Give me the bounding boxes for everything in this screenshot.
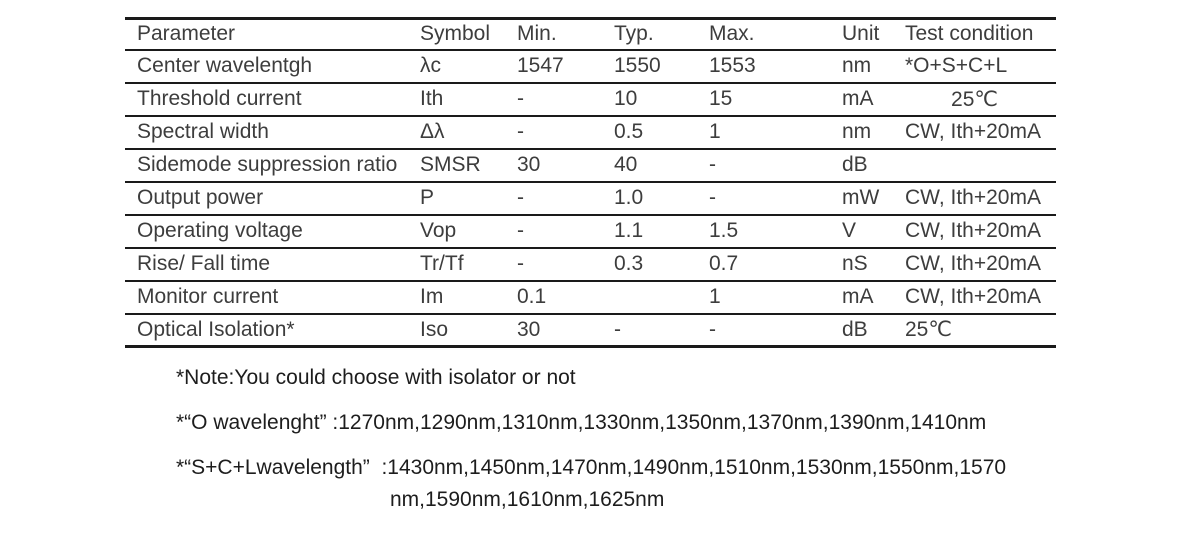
note-isolator-option: *Note:You could choose with isolator or …: [176, 366, 576, 389]
header-row: Parameter Symbol Min. Typ. Max. Unit Test cond…: [125, 18, 1056, 51]
cell-parameter: Operating voltage: [125, 214, 408, 249]
column-header-typ: Typ.: [602, 18, 697, 51]
note-o-wavelength-list: *“O wavelenght” :1270nm,1290nm,1310nm,13…: [176, 411, 987, 434]
cell-min: 1547: [505, 49, 602, 84]
cell-typ: 1.0: [602, 181, 697, 216]
cell-min: 30: [505, 148, 602, 183]
cell-typ: 10: [602, 82, 697, 117]
cell-parameter: Rise/ Fall time: [125, 247, 408, 282]
note-scl-wavelength-list-line2: nm,1590nm,1610nm,1625nm: [390, 488, 665, 511]
cell-max: -: [697, 181, 830, 216]
cell-symbol: Δλ: [408, 115, 505, 150]
cell-test_condition: CW, Ith+20mA: [893, 115, 1056, 150]
table-row: Monitor current Im 0.1 1 mA CW, Ith+20mA: [125, 280, 1056, 315]
cell-symbol: Im: [408, 280, 505, 315]
cell-parameter: Optical Isolation*: [125, 313, 408, 348]
cell-parameter: Output power: [125, 181, 408, 216]
cell-unit: nm: [830, 49, 893, 84]
cell-typ: 1550: [602, 49, 697, 84]
cell-test_condition: CW, Ith+20mA: [893, 280, 1056, 315]
cell-unit: dB: [830, 313, 893, 348]
cell-typ: 0.5: [602, 115, 697, 150]
table-row: Output power P -1.0- mW CW, Ith+20mA: [125, 181, 1056, 216]
cell-unit: nS: [830, 247, 893, 282]
cell-symbol: Tr/Tf: [408, 247, 505, 282]
cell-parameter: Sidemode suppression ratio: [125, 148, 408, 183]
cell-symbol: SMSR: [408, 148, 505, 183]
cell-min: -: [505, 115, 602, 150]
cell-min: -: [505, 214, 602, 249]
cell-parameter: Spectral width: [125, 115, 408, 150]
column-header-parameter: Parameter: [125, 18, 408, 51]
cell-unit: mA: [830, 280, 893, 315]
cell-unit: V: [830, 214, 893, 249]
cell-typ: 0.3: [602, 247, 697, 282]
cell-typ: 40: [602, 148, 697, 183]
column-header-test_condition: Test condition: [893, 18, 1056, 51]
table-row: Rise/ Fall time Tr/Tf -0.3 0.7 nS CW, Ith+20m…: [125, 247, 1056, 282]
cell-unit: dB: [830, 148, 893, 183]
cell-symbol: Ith: [408, 82, 505, 117]
cell-min: 30: [505, 313, 602, 348]
cell-unit: nm: [830, 115, 893, 150]
cell-max: 1553: [697, 49, 830, 84]
cell-test_condition: CW, Ith+20mA: [893, 214, 1056, 249]
cell-symbol: Iso: [408, 313, 505, 348]
cell-symbol: Vop: [408, 214, 505, 249]
cell-test_condition: CW, Ith+20mA: [893, 181, 1056, 216]
cell-test_condition: CW, Ith+20mA: [893, 247, 1056, 282]
cell-unit: mW: [830, 181, 893, 216]
table-row: Spectral width Δλ -0.5 1 nm CW, Ith+20mA: [125, 115, 1056, 150]
cell-max: 1: [697, 280, 830, 315]
spec-table: Parameter Symbol Min. Typ. Max. Unit Test cond…: [125, 17, 1056, 348]
column-header-min: Min.: [505, 18, 602, 51]
table-row: Operating voltage Vop -1.1 1.5 V CW, Ith+20mA: [125, 214, 1056, 249]
cell-test_condition: [893, 148, 1056, 183]
cell-min: -: [505, 181, 602, 216]
note-scl-wavelength-list-line1: *“S+C+Lwavelength” :1430nm,1450nm,1470nm…: [176, 456, 1007, 479]
cell-test_condition: 25℃: [893, 82, 1056, 117]
cell-symbol: P: [408, 181, 505, 216]
cell-typ: -: [602, 313, 697, 348]
column-header-unit: Unit: [830, 18, 893, 51]
cell-test_condition: 25℃: [893, 313, 1056, 348]
table-row: Center wavelentgh λc 1547 1550 1553 nm *O+S+C+…: [125, 49, 1056, 84]
cell-max: 0.7: [697, 247, 830, 282]
cell-typ: [602, 280, 697, 315]
cell-unit: mA: [830, 82, 893, 117]
table-row: Threshold current Ith -10 15 mA 25℃: [125, 82, 1056, 117]
table-row: Sidemode suppression ratio SMSR 30 40- dB: [125, 148, 1056, 183]
column-header-max: Max.: [697, 18, 830, 51]
cell-min: -: [505, 82, 602, 117]
cell-max: -: [697, 313, 830, 348]
column-header-symbol: Symbol: [408, 18, 505, 51]
cell-parameter: Monitor current: [125, 280, 408, 315]
cell-parameter: Center wavelentgh: [125, 49, 408, 84]
cell-min: 0.1: [505, 280, 602, 315]
cell-max: 1: [697, 115, 830, 150]
cell-test_condition: *O+S+C+L: [893, 49, 1056, 84]
cell-max: 15: [697, 82, 830, 117]
cell-typ: 1.1: [602, 214, 697, 249]
cell-max: -: [697, 148, 830, 183]
cell-max: 1.5: [697, 214, 830, 249]
cell-symbol: λc: [408, 49, 505, 84]
cell-parameter: Threshold current: [125, 82, 408, 117]
table-row: Optical Isolation* Iso 30- - dB 25℃: [125, 313, 1056, 348]
cell-min: -: [505, 247, 602, 282]
